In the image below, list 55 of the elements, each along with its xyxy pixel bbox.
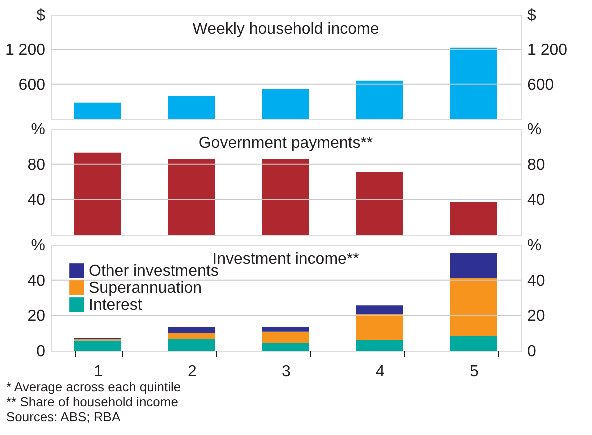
bar <box>356 306 404 314</box>
y2-tick-label: 40 <box>528 192 546 210</box>
y-tick-label: 80 <box>28 156 46 174</box>
bar <box>74 340 122 351</box>
y2-tick-label: % <box>528 122 542 138</box>
bar <box>356 172 404 235</box>
y2-tick-label: 20 <box>528 308 546 326</box>
bar <box>168 96 216 119</box>
chart-title: Weekly household income <box>192 21 380 38</box>
source-note: Sources: ABS; RBA <box>6 410 121 424</box>
bar <box>74 102 122 119</box>
y-tick-label: 40 <box>28 192 46 210</box>
y-tick-label: % <box>31 238 46 254</box>
bar <box>450 202 498 235</box>
bar <box>262 90 310 119</box>
x-tick-label: 5 <box>470 364 480 380</box>
y2-tick-label: 0 <box>528 344 536 360</box>
bar <box>262 159 310 235</box>
bar <box>262 328 310 332</box>
y-tick-label: 20 <box>28 308 46 326</box>
bar <box>168 332 216 340</box>
y2-tick-label: 80 <box>528 156 546 174</box>
bar <box>450 48 498 119</box>
y2-tick-label: $ <box>528 8 536 24</box>
bar <box>168 339 216 351</box>
y2-tick-label: 40 <box>528 272 546 290</box>
bar <box>450 253 498 278</box>
x-tick-label: 2 <box>188 364 198 380</box>
bar <box>262 332 310 344</box>
x-tick-label: 1 <box>94 364 104 380</box>
bar <box>450 336 498 351</box>
text: * Average across each quintile <box>6 380 182 394</box>
bar <box>356 80 404 119</box>
y2-tick-label: 600 <box>528 76 554 94</box>
x-tick-label: 3 <box>282 364 292 380</box>
y2-tick-label: % <box>528 238 542 254</box>
text: ** Share of household income <box>6 394 178 410</box>
bar <box>74 152 122 235</box>
x-tick-label: 4 <box>376 364 386 380</box>
bar <box>450 278 498 336</box>
y-tick-label: 0 <box>36 344 46 360</box>
legend-label: Interest <box>89 297 143 314</box>
y-tick-label: 40 <box>28 272 46 290</box>
bar <box>356 340 404 351</box>
bar <box>168 159 216 235</box>
y-tick-label: % <box>31 122 46 138</box>
y-tick-label: $ <box>36 8 46 24</box>
bar <box>168 328 216 333</box>
chart-title: Government payments** <box>198 135 374 152</box>
legend-label: Superannuation <box>89 280 202 297</box>
y-tick-label: 600 <box>18 76 46 94</box>
bar <box>262 343 310 351</box>
y2-tick-label: 1 200 <box>528 42 568 60</box>
bar <box>356 314 404 340</box>
y-tick-label: 1 200 <box>5 42 46 60</box>
